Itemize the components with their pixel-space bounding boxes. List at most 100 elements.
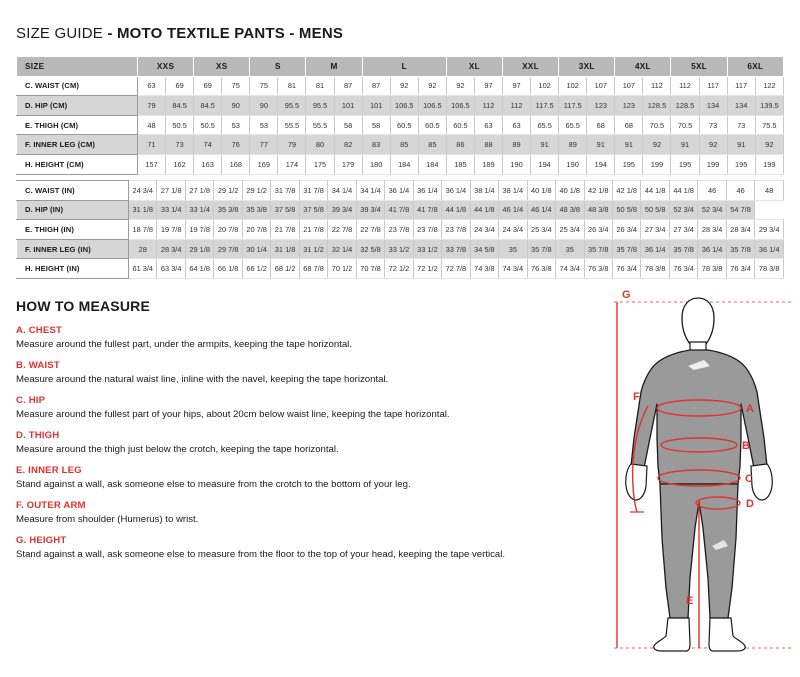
table-cell: 34 5/8 [469,238,500,260]
table-cell: 64 1/8 [184,258,215,279]
measure-item-key: B. WAIST [16,360,60,372]
table-cell: 33 1/2 [412,238,443,260]
size-table-cm-body: C. WAIST (CM) 63 69 69 75 75 81 81 87 87 92 92 92 97 9… [16,75,785,175]
table-cell: 112 [502,95,532,116]
table-cell: 134 [726,95,756,116]
page-title-light: SIZE GUIDE [16,25,108,42]
table-cell: 70.5 [642,114,672,136]
column-header-xxs: XXS [136,56,195,77]
table-cell: 52 3/4 [668,199,699,221]
table-cell: 91 [530,134,560,155]
table-cell: 58 [361,114,391,136]
column-header-5xl: 5XL [670,56,728,77]
table-cell: 69 [193,75,223,97]
table-cell: 22 7/8 [327,219,357,240]
table-cell: 199 [754,153,785,175]
table-cell: 184 [389,153,419,175]
column-header-4xl: 4XL [614,56,672,77]
table-cell: 73 [698,114,728,136]
table-row: F. INNER LEG (IN) 28 28 3/4 29 1/8 29 7/8 30 … [16,238,784,260]
how-to-measure-heading: HOW TO MEASURE [16,298,150,314]
table-cell: 35 7/8 [611,238,642,260]
table-cell: 23 7/8 [412,219,443,240]
table-cell: 29 7/8 [213,238,243,260]
table-cell: 34 1/4 [355,180,386,201]
chest-measure-dashed [656,399,742,409]
table-cell: 68 1/2 [270,258,300,279]
table-cell: 78 3/8 [754,258,784,279]
table-cell: 29 1/2 [241,180,272,201]
row-label: H. HEIGHT (IN) [16,258,129,279]
table-cell: 74 3/4 [555,258,585,279]
table-cell: 97 [473,75,504,97]
table-cell: 20 7/8 [213,219,243,240]
table-cell: 199 [642,153,672,175]
table-cell: 106.5 [389,95,419,116]
table-cell: 195 [670,153,700,175]
table-cell: 24 3/4 [469,219,500,240]
table-cell: 79 [136,95,167,116]
table-cell: 19 7/8 [156,219,186,240]
outer-arm-line [631,405,649,513]
table-cell: 31 7/8 [270,180,300,201]
table-cell: 107 [614,75,644,97]
body-measurement-diagram: G F A B C D E [600,288,796,660]
table-cell: 107 [586,75,616,97]
table-cell: 31 1/2 [298,238,329,260]
column-header-s: S [249,56,307,77]
table-cell: 72 1/2 [412,258,443,279]
table-cell: 26 3/4 [611,219,642,240]
table-cell: 74 3/8 [469,258,500,279]
table-cell: 61 3/4 [127,258,158,279]
table-cell: 73 [726,114,756,136]
table-cell: 89 [558,134,588,155]
table-cell: 22 7/8 [355,219,386,240]
figure-legs [659,483,739,619]
table-cell: 24 3/4 [498,219,528,240]
column-header-xxl: XXL [502,56,560,77]
table-cell: 38 1/4 [469,180,500,201]
table-cell: 174 [277,153,307,175]
table-cell: 92 [445,75,475,97]
column-header-m: M [305,56,363,77]
table-cell: 46 1/4 [498,199,528,221]
table-cell: 117 [726,75,756,97]
marker-label-b: B [742,440,750,452]
marker-label-f: F [633,391,640,403]
table-cell: 194 [530,153,560,175]
table-cell: 112 [670,75,700,97]
table-cell: 39 3/4 [327,199,357,221]
table-cell: 92 [417,75,447,97]
table-cell: 101 [333,95,363,116]
table-cell: 76 3/4 [611,258,642,279]
table-cell: 50.5 [165,114,195,136]
table-cell: 36 1/4 [412,180,443,201]
table-cell: 55.5 [277,114,307,136]
row-label: E. THIGH (IN) [16,219,129,240]
table-cell: 42 1/8 [583,180,613,201]
row-label: D. HIP (IN) [16,199,129,221]
page-title: SIZE GUIDE - MOTO TEXTILE PANTS - MENS [16,25,343,42]
row-label: C. WAIST (CM) [16,75,138,97]
table-cell: 25 3/4 [526,219,557,240]
table-cell: 66 1/2 [241,258,272,279]
table-cell: 190 [502,153,532,175]
table-row: D. HIP (IN) 31 1/8 33 1/4 33 1/4 35 3/8 35 3/… [16,199,784,221]
table-cell: 29 1/8 [184,238,215,260]
measure-item-key: A. CHEST [16,325,62,336]
table-cell: 27 3/4 [668,219,699,240]
table-cell: 27 1/8 [156,180,186,201]
size-table-in: C. WAIST (IN) 24 3/4 27 1/8 27 1/8 29 1/2 29 … [16,180,784,279]
table-cell: 195 [726,153,756,175]
table-cell: 20 7/8 [241,219,272,240]
figure-foot-right [708,617,746,652]
column-header-3xl: 3XL [558,56,616,77]
measure-item-text: Measure around the thigh just below the … [16,443,339,455]
table-cell: 106.5 [445,95,475,116]
table-cell: 32 5/8 [355,238,386,260]
table-cell: 29 3/4 [754,219,784,240]
row-label: D. HIP (CM) [16,95,138,116]
table-cell: 54 7/8 [725,199,756,221]
table-cell: 83 [361,134,391,155]
table-cell: 76 3/8 [583,258,613,279]
